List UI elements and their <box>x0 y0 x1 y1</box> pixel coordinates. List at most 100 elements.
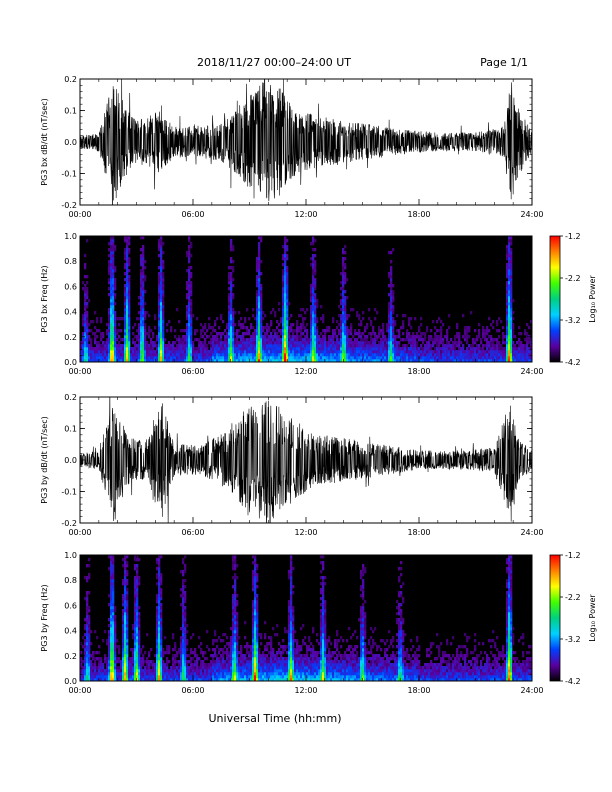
spectrogram-cell <box>300 308 303 312</box>
spectrogram-cell <box>210 672 213 676</box>
spectrogram-cell <box>144 266 147 270</box>
spectrogram-cell <box>366 344 369 348</box>
spectrogram-cell <box>272 329 275 333</box>
spectrogram-cell <box>230 242 233 246</box>
spectrogram-cell <box>240 654 243 658</box>
spectrogram-cell <box>510 239 513 243</box>
spectrogram-cell <box>500 344 503 348</box>
spectrogram-cell <box>214 338 217 342</box>
spectrogram-cell <box>220 672 223 676</box>
spectrogram-cell <box>468 353 471 357</box>
spectrogram-cell <box>370 335 373 339</box>
spectrogram-cell <box>396 344 399 348</box>
spectrogram-cell <box>158 582 161 586</box>
spectrogram-cell <box>278 359 281 362</box>
spectrogram-cell <box>288 353 291 357</box>
spectrogram-cell <box>156 669 159 673</box>
spectrogram-cell <box>232 663 235 667</box>
spectrogram-cell <box>224 651 227 655</box>
spectrogram-cell <box>110 281 113 285</box>
spectrogram-cell <box>410 317 413 321</box>
spectrogram-cell <box>210 353 213 357</box>
spectrogram-cell <box>124 669 127 673</box>
spectrogram-cell <box>414 356 417 360</box>
spectrogram-cell <box>238 356 241 360</box>
spectrogram-cell <box>88 350 91 354</box>
spectrogram-cell <box>86 621 89 625</box>
spectrogram-cell <box>272 344 275 348</box>
spectrogram-cell <box>142 320 145 324</box>
spectrogram-cell <box>86 579 89 583</box>
spectrogram-cell <box>490 353 493 357</box>
spectrogram-cell <box>478 359 481 362</box>
spectrogram-cell <box>128 263 131 267</box>
spectrogram-cell <box>214 651 217 655</box>
spectrogram-cell <box>252 579 255 583</box>
spectrogram-cell <box>184 570 187 574</box>
spectrogram-cell <box>214 329 217 333</box>
spectrogram-cell <box>144 338 147 342</box>
spectrogram-cell <box>304 353 307 357</box>
spectrogram-cell <box>242 666 245 670</box>
spectrogram-cell <box>258 245 261 249</box>
spectrogram-cell <box>310 338 313 342</box>
spectrogram-cell <box>432 338 435 342</box>
spectrogram-cell <box>144 350 147 354</box>
spectrogram-cell <box>94 663 97 667</box>
spectrogram-cell <box>242 344 245 348</box>
spectrogram-cell <box>434 350 437 354</box>
spectrogram-cell <box>494 344 497 348</box>
spectrogram-cell <box>134 639 137 643</box>
spectrogram-cell <box>506 359 509 362</box>
spectrogram-cell <box>370 344 373 348</box>
spectrogram-cell <box>150 669 153 673</box>
spectrogram-cell <box>518 326 521 330</box>
spectrogram-cell <box>332 320 335 324</box>
spectrogram-cell <box>216 663 219 667</box>
spectrogram-cell <box>246 350 249 354</box>
spectrogram-cell <box>284 326 287 330</box>
spectrogram-cell <box>256 281 259 285</box>
spectrogram-cell <box>114 627 117 631</box>
spectrogram-cell <box>344 308 347 312</box>
spectrogram-cell <box>452 353 455 357</box>
spectrogram-cell <box>474 359 477 362</box>
spectrogram-cell <box>244 663 247 667</box>
spectrogram-cell <box>318 344 321 348</box>
spectrogram-cell <box>428 347 431 351</box>
spectrogram-cell <box>490 356 493 360</box>
spectrogram-cell <box>510 335 513 339</box>
spectrogram-cell <box>158 320 161 324</box>
spectrogram-cell <box>126 350 129 354</box>
spectrogram-cell <box>382 347 385 351</box>
spectrogram <box>80 236 532 362</box>
spectrogram-cell <box>88 630 91 634</box>
spectrogram-cell <box>440 329 443 333</box>
spectrogram-cell <box>198 675 201 679</box>
spectrogram-cell <box>312 260 315 264</box>
spectrogram-cell <box>156 347 159 351</box>
spectrogram-cell <box>82 320 85 324</box>
spectrogram-cell <box>402 332 405 336</box>
spectrogram-cell <box>122 636 125 640</box>
spectrogram-cell <box>270 353 273 357</box>
spectrogram-cell <box>86 290 89 294</box>
spectrogram-cell <box>194 350 197 354</box>
spectrogram-cell <box>310 314 313 318</box>
spectrogram-cell <box>112 239 115 243</box>
spectrogram-cell <box>502 338 505 342</box>
spectrogram-cell <box>122 624 125 628</box>
spectrogram-cell <box>202 359 205 362</box>
spectrogram-cell <box>130 353 133 357</box>
spectrogram-cell <box>96 666 99 670</box>
spectrogram-cell <box>86 335 89 339</box>
spectrogram-cell <box>488 347 491 351</box>
spectrogram-cell <box>182 341 185 345</box>
spectrogram-cell <box>120 347 123 351</box>
spectrogram-cell <box>114 648 117 652</box>
spectrogram-cell <box>380 356 383 360</box>
spectrogram-cell <box>474 338 477 342</box>
spectrogram-cell <box>146 356 149 360</box>
spectrogram-cell <box>210 669 213 673</box>
spectrogram-cell <box>136 600 139 604</box>
